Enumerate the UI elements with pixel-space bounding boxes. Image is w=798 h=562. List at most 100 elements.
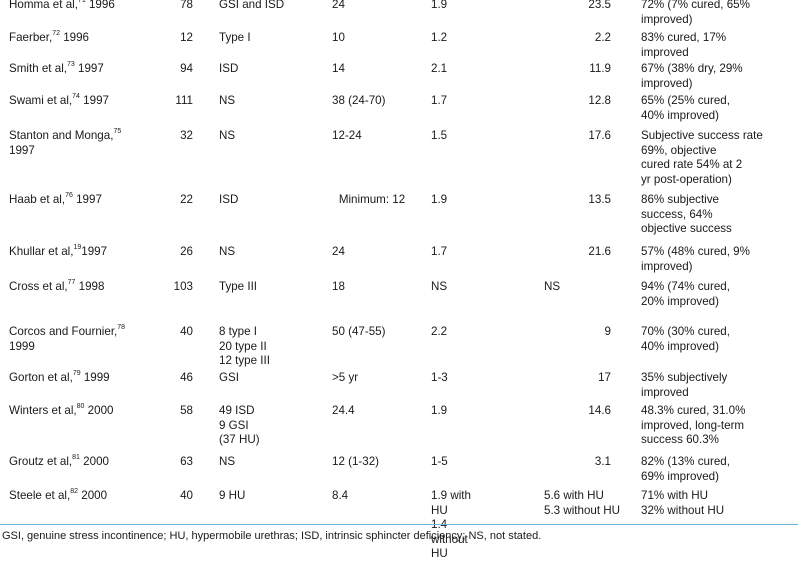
outcome-cell: 82% (13% cured, 69% improved) [641,455,730,483]
table-footnote: GSI, genuine stress incontinence; HU, hy… [2,530,542,542]
volume-cell: 11.9 [589,62,611,75]
patients-cell: 26 [180,245,193,258]
study-year: 1998 [75,280,105,293]
outcome-cell: 57% (48% cured, 9% improved) [641,245,750,273]
followup-cell: 50 (47-55) [332,325,386,338]
incontinence-type-cell: NS [219,94,236,107]
injections-cell: 2.2 [431,325,448,338]
study-cell: Stanton and Monga,75 1997 [9,128,159,158]
patients-cell: 111 [175,94,193,107]
patients-cell: 94 [180,62,193,75]
followup-cell: 8.4 [332,489,349,502]
incontinence-type-cell: NS [219,455,236,468]
outcome-cell: 67% (38% dry, 29% improved) [641,62,743,90]
study-cell: Haab et al,76 1997 [9,192,159,208]
injections-cell: 1.5 [431,129,448,142]
injections-cell: 1-3 [431,371,448,384]
followup-cell: 10 [332,31,345,44]
volume-cell: 17.6 [588,129,611,142]
study-cell: Homma et al,71 1996 [9,0,159,13]
study-name: Haab et al, [9,193,66,206]
injections-cell: NS [431,280,448,293]
incontinence-type-cell: Type I [219,31,251,44]
volume-cell: 2.2 [594,31,611,44]
study-year: 1997 [74,62,104,75]
injections-cell: 1.7 [431,94,448,107]
followup-cell: >5 yr [332,371,359,384]
reference-number: 81 [72,454,80,462]
incontinence-type-cell: 9 HU [219,489,246,502]
patients-cell: 63 [180,455,193,468]
reference-number: 78 [117,324,126,332]
outcome-cell: 35% subjectively improved [641,371,728,399]
injections-cell: 2.1 [431,62,448,75]
study-cell: Faerber,72 1996 [9,30,159,46]
study-name: Steele et al, [9,489,71,502]
outcome-cell: 86% subjective success, 64% objective su… [641,193,732,235]
study-name: Swami et al, [9,94,73,107]
outcome-cell: Subjective success rate 69%, objective c… [641,129,763,186]
outcome-cell: 94% (74% cured, 20% improved) [641,280,730,308]
followup-cell: 24.4 [332,404,355,417]
study-name: Khullar et al, [9,245,74,258]
injections-cell: 1.2 [431,31,448,44]
injections-cell: 1.9 [431,193,448,206]
study-year: 1996 [85,0,115,11]
study-name: Homma et al, [9,0,78,11]
reference-number: 19 [73,244,82,252]
reference-number: 76 [65,192,73,200]
study-cell: Corcos and Fournier,78 1999 [9,324,159,354]
volume-cell: 9 [604,325,611,338]
incontinence-type-cell: 8 type I 20 type II 12 type III [219,325,270,367]
study-name: Smith et al, [9,62,67,75]
followup-cell: 14 [332,62,345,75]
table-bottom-rule [0,524,798,525]
study-cell: Cross et al,77 1998 [9,279,159,295]
outcome-cell: 71% with HU 32% without HU [641,489,725,517]
patients-cell: 32 [180,129,193,142]
study-table: Homma et al,71 1996 78 GSI and ISD 24 1.9 23.… [9,0,763,560]
study-year: 1997 [81,245,108,258]
study-name: Gorton et al, [9,371,73,384]
reference-number: 74 [72,93,80,101]
study-year: 2000 [78,489,108,502]
study-name: Corcos and Fournier, [9,325,118,338]
injections-cell: 1.9 [431,0,448,11]
followup-cell: 12-24 [332,129,362,142]
volume-cell: 23.5 [588,0,611,11]
followup-cell: 24 [332,245,345,258]
reference-number: 82 [70,488,79,496]
study-year: 1997 [9,143,35,157]
followup-cell: Minimum: 12 [338,193,406,206]
patients-cell: 58 [180,404,193,417]
reference-number: 79 [72,370,81,378]
reference-number: 72 [52,30,60,38]
reference-number: 75 [113,128,122,136]
study-name: Cross et al, [9,280,68,293]
incontinence-type-cell: 49 ISD 9 GSI (37 HU) [219,404,260,446]
injections-cell: 1.7 [431,245,448,258]
study-cell: Steele et al,82 2000 [9,488,159,504]
incontinence-type-cell: NS [219,245,236,258]
study-name: Groutz et al, [9,455,73,468]
volume-cell: 5.6 with HU 5.3 without HU [544,489,621,517]
study-cell: Smith et al,73 1997 [9,61,159,77]
outcome-cell: 65% (25% cured, 40% improved) [641,94,730,122]
incontinence-type-cell: ISD [219,62,239,75]
reference-number: 80 [76,403,85,411]
injections-cell: 1.9 with HU 1.4 without HU [431,489,471,560]
injections-cell: 1.9 [431,404,448,417]
outcome-cell: 83% cured, 17% improved [641,31,727,59]
incontinence-type-cell: ISD [219,193,239,206]
study-cell: Winters et al,80 2000 [9,403,159,419]
followup-cell: 24 [332,0,345,11]
patients-cell: 12 [180,31,193,44]
study-year: 1999 [80,371,110,384]
volume-cell: 17 [598,371,611,384]
study-year: 1997 [72,193,102,206]
study-year: 2000 [84,404,114,417]
study-year: 1997 [79,94,109,107]
outcome-cell: 48.3% cured, 31.0% improved, long-term s… [641,404,746,446]
volume-cell: 14.6 [588,404,611,417]
volume-cell: 13.5 [588,193,611,206]
